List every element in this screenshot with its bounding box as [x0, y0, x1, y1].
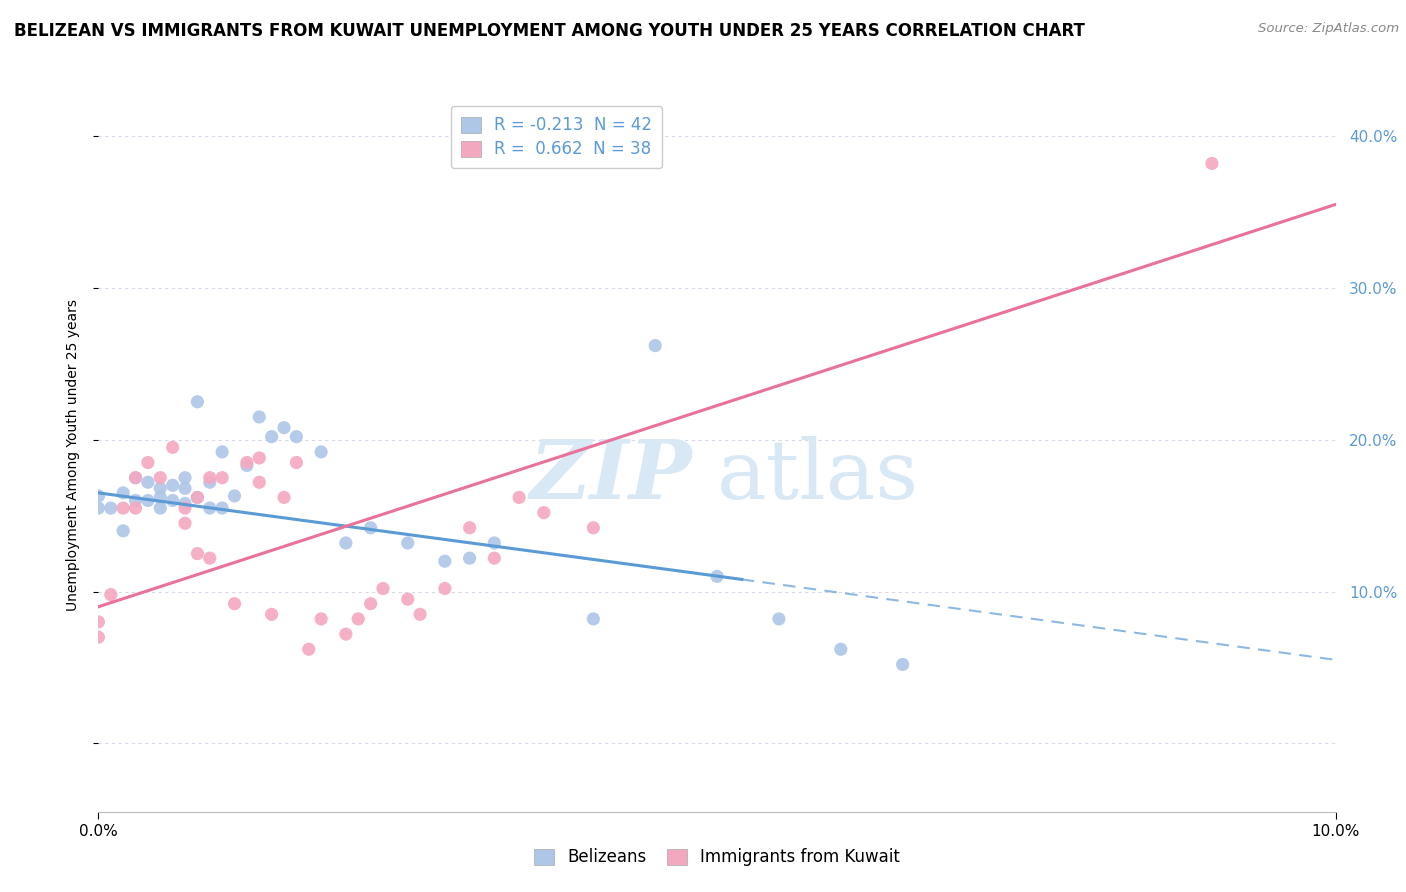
Point	[186, 491, 208, 505]
Point	[396, 536, 419, 550]
Point	[582, 612, 605, 626]
Point	[458, 521, 481, 535]
Point	[247, 475, 270, 490]
Point	[100, 501, 122, 516]
Point	[1201, 156, 1223, 170]
Point	[186, 394, 208, 409]
Text: Source: ZipAtlas.com: Source: ZipAtlas.com	[1258, 22, 1399, 36]
Point	[484, 536, 506, 550]
Point	[136, 475, 159, 490]
Point	[186, 547, 208, 561]
Point	[236, 458, 259, 473]
Point	[124, 493, 146, 508]
Point	[247, 409, 270, 424]
Point	[211, 501, 233, 516]
Point	[174, 471, 197, 485]
Point	[198, 501, 221, 516]
Point	[136, 493, 159, 508]
Point	[508, 491, 530, 505]
Point	[174, 481, 197, 495]
Point	[706, 569, 728, 583]
Point	[198, 471, 221, 485]
Point	[211, 471, 233, 485]
Point	[162, 493, 184, 508]
Point	[298, 642, 321, 657]
Point	[335, 536, 357, 550]
Point	[396, 592, 419, 607]
Point	[198, 475, 221, 490]
Point	[433, 582, 456, 596]
Point	[124, 471, 146, 485]
Point	[186, 491, 208, 505]
Point	[273, 491, 295, 505]
Point	[360, 597, 382, 611]
Point	[644, 338, 666, 352]
Point	[309, 612, 332, 626]
Point	[335, 627, 357, 641]
Point	[149, 481, 172, 495]
Point	[162, 440, 184, 454]
Text: BELIZEAN VS IMMIGRANTS FROM KUWAIT UNEMPLOYMENT AMONG YOUTH UNDER 25 YEARS CORRE: BELIZEAN VS IMMIGRANTS FROM KUWAIT UNEMP…	[14, 22, 1085, 40]
Point	[100, 588, 122, 602]
Point	[124, 501, 146, 516]
Point	[198, 551, 221, 566]
Point	[149, 491, 172, 505]
Point	[112, 501, 135, 516]
Point	[830, 642, 852, 657]
Point	[360, 521, 382, 535]
Point	[260, 607, 283, 622]
Point	[174, 516, 197, 531]
Point	[768, 612, 790, 626]
Legend: Belizeans, Immigrants from Kuwait: Belizeans, Immigrants from Kuwait	[526, 840, 908, 875]
Point	[162, 478, 184, 492]
Point	[347, 612, 370, 626]
Point	[149, 501, 172, 516]
Point	[136, 456, 159, 470]
Point	[87, 501, 110, 516]
Point	[236, 456, 259, 470]
Point	[458, 551, 481, 566]
Point	[224, 489, 246, 503]
Point	[211, 445, 233, 459]
Point	[484, 551, 506, 566]
Point	[87, 489, 110, 503]
Point	[87, 630, 110, 644]
Text: atlas: atlas	[717, 436, 920, 516]
Point	[273, 420, 295, 434]
Point	[309, 445, 332, 459]
Point	[124, 471, 146, 485]
Point	[174, 501, 197, 516]
Point	[247, 450, 270, 465]
Point	[260, 430, 283, 444]
Point	[87, 615, 110, 629]
Text: ZIP: ZIP	[530, 436, 692, 516]
Point	[285, 456, 308, 470]
Point	[174, 496, 197, 510]
Point	[224, 597, 246, 611]
Point	[149, 471, 172, 485]
Point	[371, 582, 394, 596]
Point	[433, 554, 456, 568]
Point	[112, 486, 135, 500]
Point	[891, 657, 914, 672]
Point	[582, 521, 605, 535]
Point	[112, 524, 135, 538]
Y-axis label: Unemployment Among Youth under 25 years: Unemployment Among Youth under 25 years	[66, 299, 80, 611]
Point	[533, 506, 555, 520]
Point	[409, 607, 432, 622]
Point	[285, 430, 308, 444]
